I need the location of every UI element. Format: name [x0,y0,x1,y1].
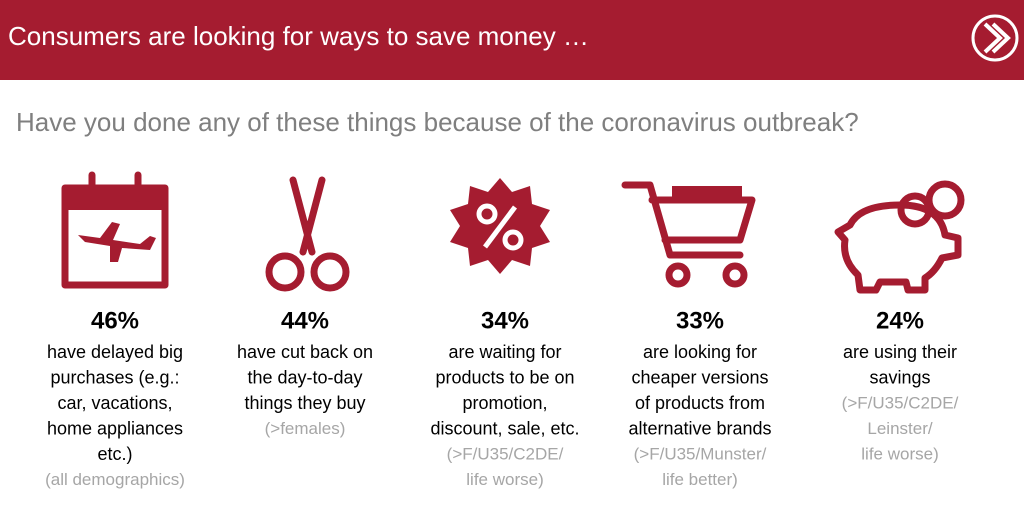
description-line: are waiting for [448,342,561,362]
note-line: (>females) [265,419,346,438]
percent: 24% [876,307,924,334]
cart-icon [621,181,756,288]
header-bar [0,0,1024,80]
percent: 33% [676,307,724,334]
percent: 44% [281,307,329,334]
description-line: things they buy [244,393,365,413]
description-line: car, vacations, [57,393,172,413]
discount-icon [450,178,550,274]
description-line: have delayed big [47,342,183,362]
note-line: life worse) [861,444,938,463]
note-line: Leinster/ [867,419,932,438]
note-line: life worse) [466,470,543,489]
description-line: the day-to-day [247,367,362,387]
percent: 46% [91,307,139,334]
note-line: (>F/U35/C2DE/ [842,393,959,412]
description-line: promotion, [462,393,547,413]
percent: 34% [481,307,529,334]
note-line: (>F/U35/C2DE/ [447,444,564,463]
note-line: life better) [662,470,738,489]
description-line: cheaper versions [631,367,768,387]
description-line: home appliances [47,418,183,438]
description-line: purchases (e.g.: [50,367,179,387]
description-line: are looking for [643,342,757,362]
description-line: have cut back on [237,342,373,362]
description-line: savings [869,367,930,387]
description-line: alternative brands [628,418,771,438]
description-line: discount, sale, etc. [430,418,579,438]
note-line: (all demographics) [45,470,185,489]
next-button[interactable] [971,14,1019,62]
description-line: are using their [843,342,957,362]
description-line: etc.) [97,444,132,464]
calendar-icon [61,171,169,289]
piggy-bank-icon [834,180,965,294]
question: Have you done any of these things becaus… [16,107,859,137]
header-title: Consumers are looking for ways to save m… [8,21,589,51]
description-line: products to be on [435,367,574,387]
note-line: (>F/U35/Munster/ [634,444,767,463]
scissors-icon [265,176,350,292]
description-line: of products from [635,393,765,413]
